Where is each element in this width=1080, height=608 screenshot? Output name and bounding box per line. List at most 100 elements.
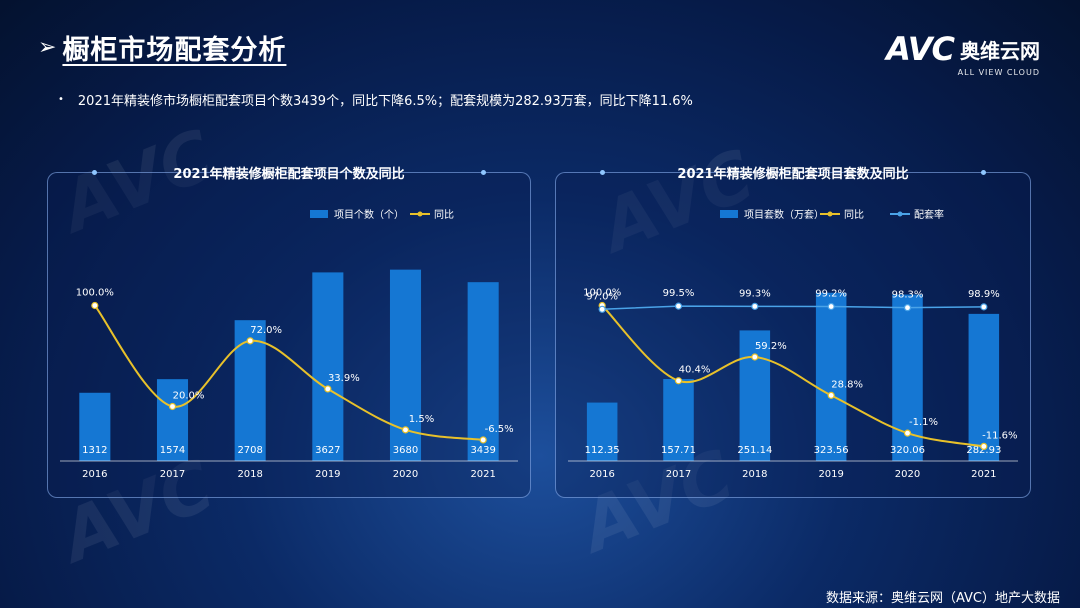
yoy-data-label: 33.9%	[328, 373, 360, 384]
bar	[79, 392, 111, 461]
x-tick-label: 2020	[393, 469, 418, 480]
chart-units-svg: 项目套数（万套） 同比 配套率 112.35 157.71 251.14 323.56 320…	[568, 208, 1018, 480]
rate-data-label: 98.9%	[968, 289, 1000, 300]
bar-value-label: 1312	[82, 445, 107, 456]
yoy-data-label: 20.0%	[173, 391, 205, 402]
bar	[968, 313, 1000, 461]
yoy-data-label: -6.5%	[485, 424, 514, 435]
arrow-icon: ➢	[38, 35, 57, 60]
bar-value-label: 251.14	[737, 445, 772, 456]
bar	[467, 282, 499, 461]
summary-text: 2021年精装修市场橱柜配套项目个数3439个，同比下降6.5%；配套规模为28…	[77, 94, 693, 109]
yoy-data-label: -1.1%	[909, 417, 938, 428]
rate-data-label: 99.2%	[815, 289, 847, 300]
yoy-point	[479, 436, 487, 444]
bar	[739, 330, 771, 461]
yoy-point	[168, 402, 177, 411]
legend-label: 同比	[844, 209, 864, 221]
legend-swatch-bar	[720, 210, 738, 218]
legend-swatch-marker	[897, 211, 903, 217]
yoy-data-label: 100.0%	[76, 288, 114, 299]
rate-data-label: 99.5%	[663, 288, 695, 299]
yoy-point	[246, 337, 254, 345]
rate-point	[751, 302, 759, 310]
chart-title: 2021年精装修橱柜配套项目套数及同比	[677, 167, 909, 182]
bar-value-label: 2708	[237, 445, 262, 456]
yoy-point	[751, 353, 759, 361]
yoy-point	[401, 426, 410, 434]
x-tick-label: 2019	[818, 469, 843, 480]
yoy-data-label: -11.6%	[982, 430, 1017, 441]
chart-panel-units: 2021年精装修橱柜配套项目套数及同比 项目套数（万套） 同比 配套率 112.35 1…	[555, 167, 1031, 498]
bar	[663, 378, 694, 461]
bullet-icon: •	[58, 94, 64, 105]
bar-value-label: 323.56	[814, 445, 849, 456]
x-tick-label: 2017	[160, 469, 185, 480]
rate-point	[598, 305, 606, 313]
rate-data-label: 97.0%	[586, 291, 618, 302]
panel-dot	[481, 170, 486, 175]
page-title: 橱柜市场配套分析	[62, 35, 287, 66]
brand-name: 奥维云网	[960, 38, 1040, 63]
bar-value-label: 282.93	[966, 445, 1001, 456]
legend-label: 配套率	[914, 208, 944, 221]
legend-label: 同比	[434, 209, 454, 221]
yoy-point	[91, 301, 99, 310]
yoy-point	[903, 429, 912, 437]
x-tick-label: 2021	[971, 469, 996, 480]
yoy-point	[980, 442, 988, 450]
rate-point	[980, 303, 988, 311]
x-tick-label: 2019	[315, 469, 340, 480]
bar	[586, 402, 618, 461]
bar	[312, 272, 344, 461]
bar-value-label: 320.06	[890, 445, 925, 456]
bar-value-label: 3439	[470, 445, 495, 456]
bar-value-label: 3680	[393, 445, 418, 456]
legend-swatch-marker	[827, 211, 833, 217]
bar-value-label: 157.71	[661, 445, 696, 456]
brand-logo-mark: AVC	[886, 30, 955, 68]
yoy-point	[827, 391, 835, 399]
bar	[815, 292, 847, 461]
yoy-point	[674, 377, 683, 385]
chart-title: 2021年精装修橱柜配套项目个数及同比	[173, 167, 405, 182]
title-bar: ➢ 橱柜市场配套分析	[38, 28, 286, 67]
x-tick-label: 2021	[470, 469, 495, 480]
x-tick-label: 2020	[895, 469, 920, 480]
rate-point	[674, 302, 683, 310]
legend-label: 项目个数（个）	[334, 208, 404, 221]
yoy-data-label: 1.5%	[409, 414, 434, 425]
bar-value-label: 112.35	[585, 445, 620, 456]
yoy-data-label: 72.0%	[250, 325, 282, 336]
yoy-point	[324, 385, 332, 393]
panel-dot	[981, 170, 986, 175]
x-tick-label: 2018	[742, 469, 767, 480]
rate-line	[602, 305, 984, 311]
legend-label: 项目套数（万套）	[744, 208, 824, 221]
rate-point	[903, 304, 912, 312]
data-source: 数据来源：奥维云网（AVC）地产大数据	[825, 591, 1060, 606]
yoy-data-label: 40.4%	[679, 365, 711, 376]
bar-value-label: 3627	[315, 445, 340, 456]
yoy-data-label: 59.2%	[755, 341, 787, 352]
x-tick-label: 2016	[82, 469, 107, 480]
chart-panel-count: 2021年精装修橱柜配套项目个数及同比 项目个数（个） 同比 1312 1574 270…	[47, 167, 531, 498]
bar-value-label: 1574	[160, 445, 185, 456]
chart-count-svg: 项目个数（个） 同比 1312 1574 2708 3627 3680 3439 2016 201…	[60, 208, 518, 480]
x-tick-label: 2018	[237, 469, 262, 480]
panel-dot	[92, 170, 97, 175]
legend-swatch-marker	[417, 211, 423, 217]
brand-tagline: ALL VIEW CLOUD	[957, 68, 1040, 77]
panel-dot	[600, 170, 605, 175]
yoy-data-label: 28.8%	[831, 379, 863, 390]
bar	[156, 379, 189, 461]
legend-swatch-bar	[310, 210, 328, 218]
x-tick-label: 2017	[666, 469, 691, 480]
brand-logo: AVC 奥维云网 ALL VIEW CLOUD	[886, 30, 1040, 77]
x-tick-label: 2016	[589, 469, 614, 480]
summary-line: • 2021年精装修市场橱柜配套项目个数3439个，同比下降6.5%；配套规模为…	[58, 90, 693, 109]
rate-data-label: 98.3%	[892, 290, 924, 301]
rate-point	[827, 302, 835, 311]
yoy-data-label: 100.0%	[583, 288, 621, 299]
rate-data-label: 99.3%	[739, 288, 771, 299]
